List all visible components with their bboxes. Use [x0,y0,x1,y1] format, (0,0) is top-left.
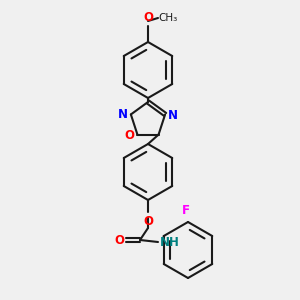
Text: N: N [168,109,178,122]
Text: O: O [124,129,134,142]
Text: F: F [182,204,190,217]
Text: NH: NH [160,236,180,248]
Text: O: O [143,11,153,24]
Text: O: O [143,215,153,228]
Text: CH₃: CH₃ [158,13,177,23]
Text: O: O [114,233,124,247]
Text: N: N [118,108,128,121]
